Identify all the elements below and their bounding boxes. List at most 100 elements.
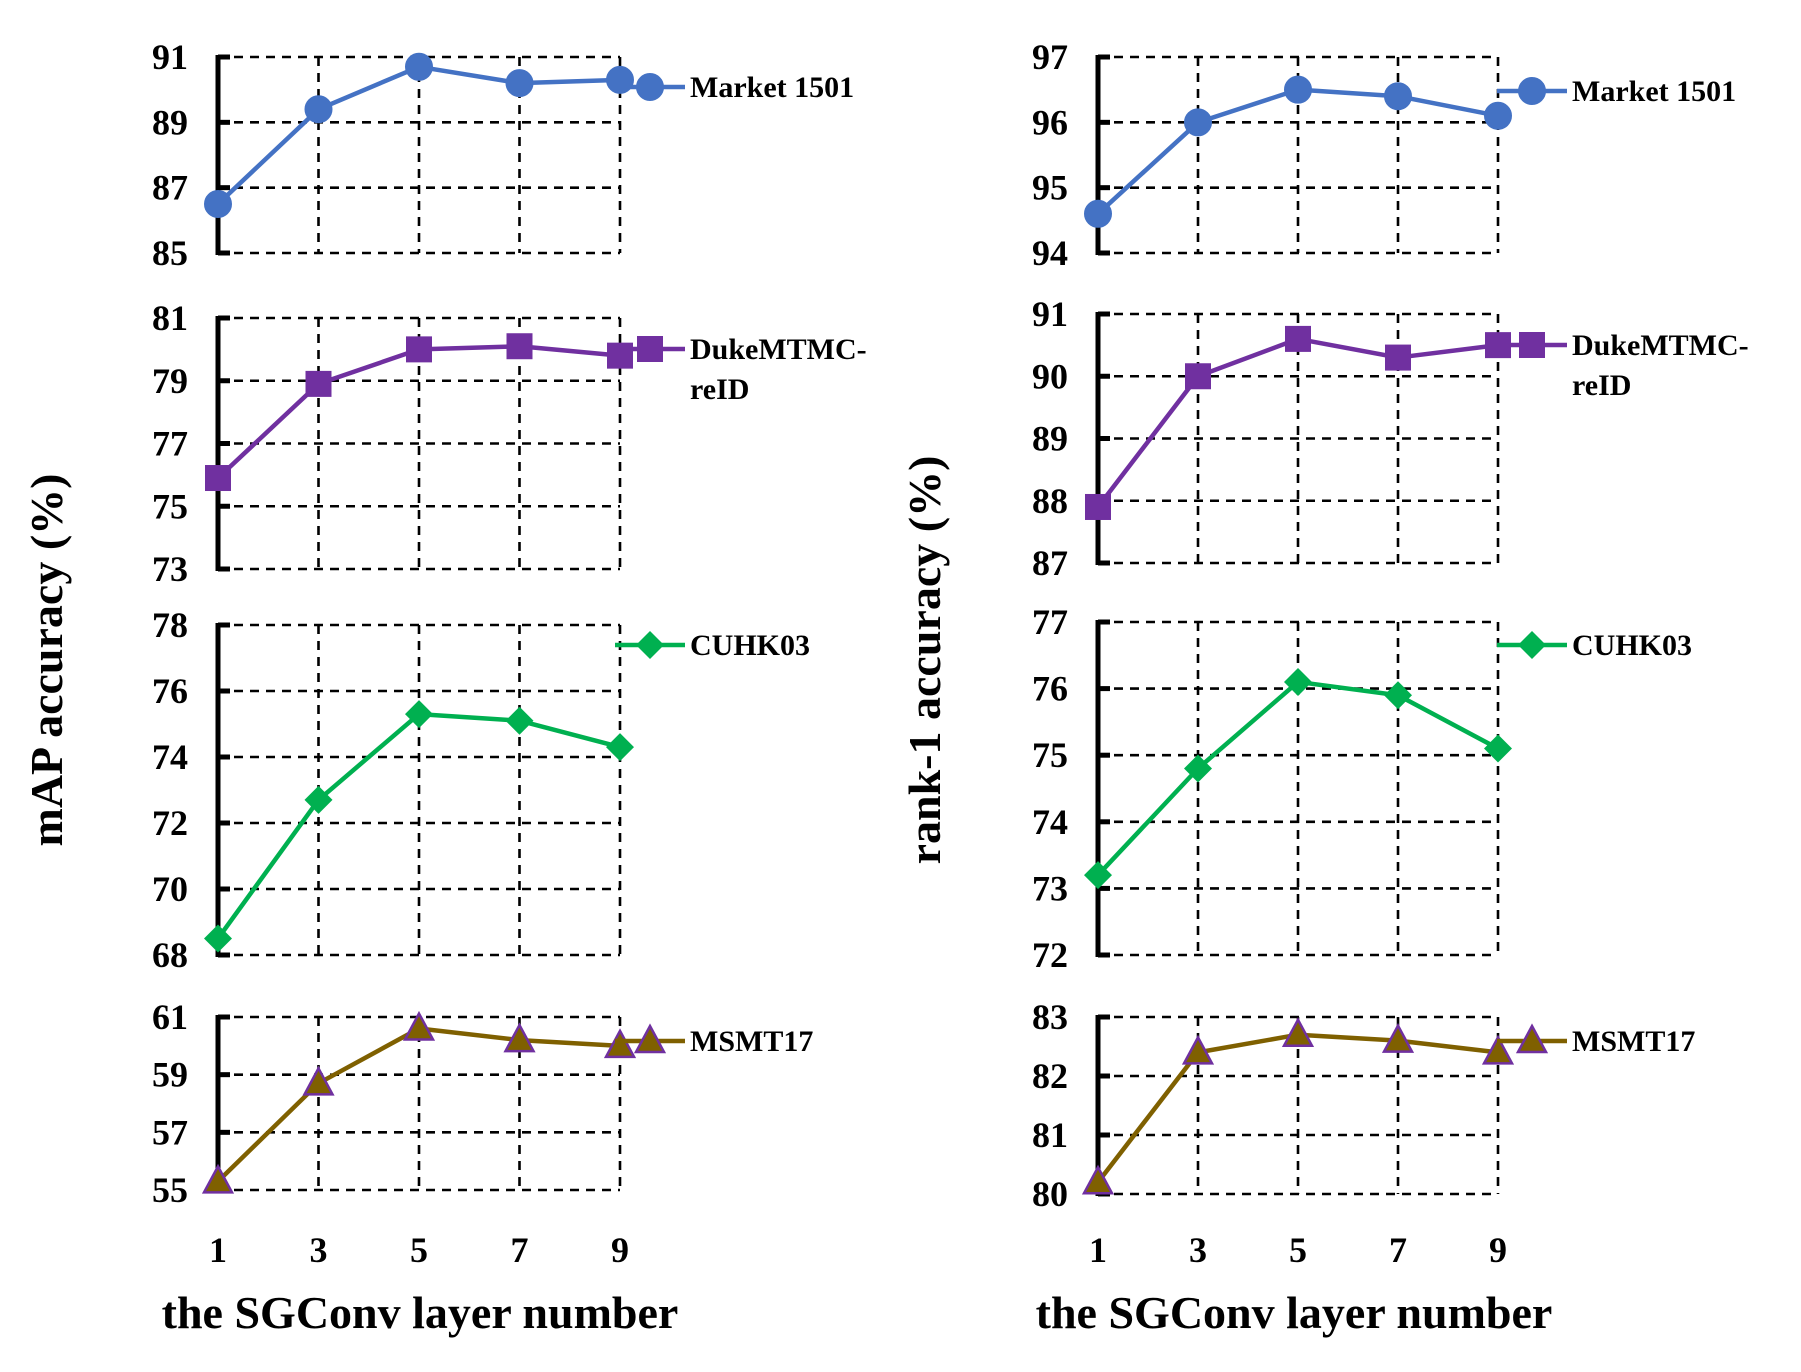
data-point-DukeMTMC-reID-x5 xyxy=(1285,325,1311,352)
subplot-rank-1-1: 94 95 96 97 Market 1501 xyxy=(1032,37,1736,273)
legend-label: DukeMTMC- xyxy=(690,333,867,366)
y-tick-label: 72 xyxy=(152,803,188,843)
y-axis-title: rank-1 accuracy (%) xyxy=(899,456,950,865)
data-point-MSMT17-x5 xyxy=(1281,1017,1315,1047)
data-point-DukeMTMC-reID-x1 xyxy=(1085,493,1111,520)
legend-label: Market 1501 xyxy=(690,71,854,104)
data-point-DukeMTMC-reID-x3 xyxy=(1185,363,1211,390)
legend-label: reID xyxy=(690,373,749,406)
data-point-DukeMTMC-reID-x1 xyxy=(205,465,231,492)
x-tick-label: 1 xyxy=(209,1230,227,1270)
legend-label: DukeMTMC- xyxy=(1572,329,1749,362)
data-point-Market 1501-x7 xyxy=(1384,82,1412,111)
y-tick-label: 78 xyxy=(152,605,188,645)
y-tick-label: 81 xyxy=(1032,1115,1068,1155)
y-tick-label: 61 xyxy=(152,997,188,1037)
y-tick-label: 87 xyxy=(152,168,188,208)
legend-marker xyxy=(1518,631,1546,659)
data-point-Market 1501-x5 xyxy=(1284,75,1312,104)
y-tick-label: 82 xyxy=(1032,1056,1068,1096)
y-tick-label: 68 xyxy=(152,935,188,975)
y-tick-label: 97 xyxy=(1032,37,1068,77)
legend-label: MSMT17 xyxy=(1572,1025,1695,1058)
x-tick-label: 9 xyxy=(1489,1230,1507,1270)
x-tick-label: 1 xyxy=(1089,1230,1107,1270)
data-point-MSMT17-x1 xyxy=(1081,1164,1115,1195)
data-point-DukeMTMC-reID-x7 xyxy=(1385,344,1411,371)
data-point-CUHK03-x9 xyxy=(1484,734,1512,763)
legend-marker xyxy=(637,336,663,362)
data-point-CUHK03-x7 xyxy=(505,706,534,735)
data-point-DukeMTMC-reID-x3 xyxy=(305,370,332,397)
y-tick-label: 73 xyxy=(152,549,188,589)
x-tick-label: 7 xyxy=(1389,1230,1407,1270)
x-tick-label: 3 xyxy=(1189,1230,1207,1270)
data-point-CUHK03-x9 xyxy=(606,733,634,762)
data-point-CUHK03-x5 xyxy=(1284,667,1312,696)
y-tick-label: 94 xyxy=(1032,233,1068,273)
legend-label: CUHK03 xyxy=(1572,629,1692,662)
y-tick-label: 81 xyxy=(152,298,188,338)
data-point-MSMT17-x5 xyxy=(402,1010,436,1041)
data-point-CUHK03-x1 xyxy=(1084,861,1112,890)
y-tick-label: 85 xyxy=(152,233,188,273)
subplot-mAP-1: 85 87 89 91 Market 1501 xyxy=(152,37,854,273)
data-point-MSMT17-x7 xyxy=(1381,1022,1415,1053)
legend-marker xyxy=(636,631,664,659)
data-point-Market 1501-x1 xyxy=(204,190,232,218)
subplot-rank-1-2: 87 88 89 90 91 DukeMTMC-reID xyxy=(1032,294,1749,583)
data-point-MSMT17-x3 xyxy=(1181,1034,1215,1065)
data-point-Market 1501-x7 xyxy=(505,69,534,98)
y-tick-label: 89 xyxy=(1032,419,1068,459)
legend-label: CUHK03 xyxy=(690,629,810,662)
x-tick-label: 3 xyxy=(310,1230,328,1270)
subplot-rank-1-3: 72 73 74 75 76 77 CUHK03 xyxy=(1032,602,1692,975)
y-tick-label: 90 xyxy=(1032,356,1068,396)
y-tick-label: 88 xyxy=(1032,481,1068,521)
y-tick-label: 89 xyxy=(152,102,188,142)
legend-marker xyxy=(636,73,664,101)
y-tick-label: 91 xyxy=(1032,294,1068,334)
y-tick-label: 73 xyxy=(1032,868,1068,908)
x-tick-label: 7 xyxy=(511,1230,529,1270)
x-axis-title: the SGConv layer number xyxy=(162,1287,679,1338)
y-tick-label: 74 xyxy=(1032,802,1068,842)
y-tick-label: 77 xyxy=(1032,602,1068,642)
legend-label: reID xyxy=(1572,369,1631,402)
y-tick-label: 74 xyxy=(152,737,188,777)
x-axis-title: the SGConv layer number xyxy=(1036,1287,1553,1338)
data-point-CUHK03-x5 xyxy=(405,700,433,729)
data-point-Market 1501-x3 xyxy=(304,95,333,124)
data-point-Market 1501-x3 xyxy=(1184,108,1212,137)
data-point-CUHK03-x3 xyxy=(1184,754,1212,783)
legend-marker xyxy=(1515,1023,1549,1054)
y-axis-title: mAP accuracy (%) xyxy=(21,474,72,847)
data-point-Market 1501-x9 xyxy=(1484,101,1512,130)
y-tick-label: 96 xyxy=(1032,102,1068,142)
y-tick-label: 83 xyxy=(1032,997,1068,1037)
x-tick-label: 9 xyxy=(611,1230,629,1270)
data-point-DukeMTMC-reID-x5 xyxy=(406,336,432,363)
data-point-CUHK03-x1 xyxy=(204,924,232,953)
data-point-DukeMTMC-reID-x9 xyxy=(607,342,633,369)
y-tick-label: 55 xyxy=(152,1170,188,1210)
y-tick-label: 75 xyxy=(1032,735,1068,775)
x-tick-label: 5 xyxy=(410,1230,428,1270)
data-point-MSMT17-x9 xyxy=(1481,1034,1515,1065)
data-point-CUHK03-x3 xyxy=(304,785,333,814)
y-tick-label: 59 xyxy=(152,1055,188,1095)
y-tick-label: 72 xyxy=(1032,935,1068,975)
subplot-rank-1-4: 80 81 82 83 MSMT17 xyxy=(1032,997,1695,1214)
series-line-Market 1501 xyxy=(216,64,621,206)
y-tick-label: 80 xyxy=(1032,1174,1068,1214)
legend-marker xyxy=(633,1023,667,1054)
y-tick-label: 75 xyxy=(152,486,188,526)
data-point-DukeMTMC-reID-x7 xyxy=(506,333,533,360)
y-tick-label: 91 xyxy=(152,37,188,77)
data-point-MSMT17-x7 xyxy=(503,1022,536,1053)
y-tick-label: 57 xyxy=(152,1112,188,1152)
legend-label: Market 1501 xyxy=(1572,75,1736,108)
subplot-mAP-4: 55 57 59 61 MSMT17 xyxy=(152,997,813,1210)
y-tick-label: 79 xyxy=(152,361,188,401)
